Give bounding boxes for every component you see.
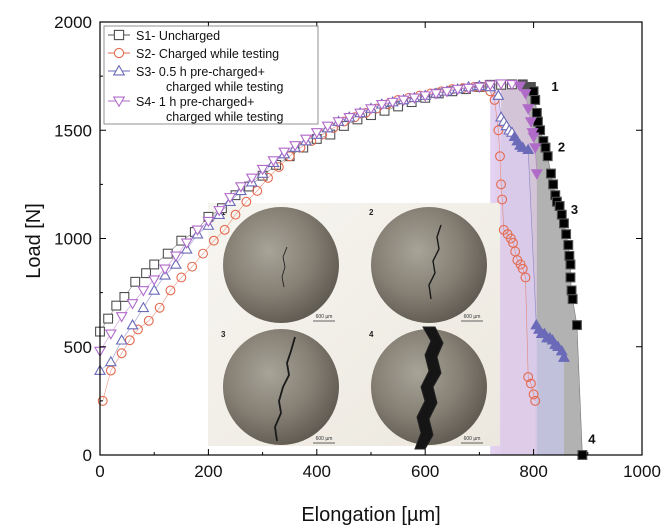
x-tick-label: 1000	[623, 462, 661, 481]
data-point	[566, 260, 575, 269]
data-point	[565, 251, 574, 260]
fracture-inset: 1600 µm2600 µm3600 µm4600 µm	[208, 203, 500, 449]
scale-bar-label: 600 µm	[464, 436, 481, 442]
data-point	[568, 295, 577, 304]
scale-bar-label: 600 µm	[316, 436, 333, 442]
data-point	[557, 210, 566, 219]
annotation-label: 1	[551, 79, 558, 94]
scale-bar-label: 600 µm	[464, 314, 481, 320]
inset-panel-label: 3	[221, 330, 226, 339]
legend-entry-label: S2- Charged while testing	[136, 47, 279, 61]
x-tick-label: 600	[411, 462, 439, 481]
data-point	[106, 330, 116, 339]
data-point	[117, 313, 127, 322]
data-point	[163, 249, 172, 258]
data-point	[106, 357, 116, 366]
y-tick-label: 2000	[54, 13, 92, 32]
inset-panel-label: 4	[369, 330, 374, 339]
y-tick-label: 0	[83, 446, 92, 465]
data-point	[566, 273, 575, 282]
y-tick-label: 1500	[54, 121, 92, 140]
legend: S1- UnchargedS2- Charged while testingS3…	[104, 26, 318, 124]
data-point	[562, 230, 571, 239]
data-point	[112, 301, 121, 310]
data-point	[567, 286, 576, 295]
y-tick-label: 500	[64, 338, 92, 357]
x-tick-label: 0	[95, 462, 104, 481]
data-point	[127, 300, 137, 309]
data-point	[149, 285, 159, 294]
data-point	[131, 277, 140, 286]
data-point	[541, 143, 550, 152]
scale-bar-label: 600 µm	[316, 314, 333, 320]
annotation-label: 2	[558, 139, 565, 154]
fracture-surface-image	[223, 329, 339, 445]
data-point	[560, 219, 569, 228]
data-point	[564, 241, 573, 250]
fracture-surface-image	[223, 207, 339, 323]
annotation-label: 4	[588, 432, 596, 447]
x-tick-label: 400	[303, 462, 331, 481]
data-point	[104, 314, 113, 323]
legend-marker	[114, 48, 123, 57]
data-point	[547, 169, 556, 178]
legend-marker	[114, 30, 123, 39]
data-point	[555, 202, 564, 211]
data-point	[150, 260, 159, 269]
data-point	[529, 87, 538, 96]
annotation-label: 3	[571, 202, 578, 217]
x-axis-label: Elongation [µm]	[301, 504, 440, 526]
fracture-surface-image	[371, 207, 487, 323]
data-point	[573, 321, 582, 330]
y-tick-label: 1000	[54, 230, 92, 249]
data-point	[531, 96, 540, 105]
y-axis-label: Load [N]	[23, 203, 45, 279]
x-tick-label: 200	[194, 462, 222, 481]
data-point	[138, 303, 148, 312]
x-tick-label: 800	[519, 462, 547, 481]
data-point	[549, 180, 558, 189]
inset-panel-label: 2	[369, 208, 374, 217]
load-elongation-chart: 1 600 µm 2 600 µm 3 600 µm 4 600 µm 0 200 400 600 8…	[0, 0, 672, 529]
legend-entry-label: S1- Uncharged	[136, 29, 220, 43]
data-point	[543, 152, 552, 161]
data-point	[127, 320, 137, 329]
data-point	[138, 287, 148, 296]
data-point	[532, 109, 541, 118]
